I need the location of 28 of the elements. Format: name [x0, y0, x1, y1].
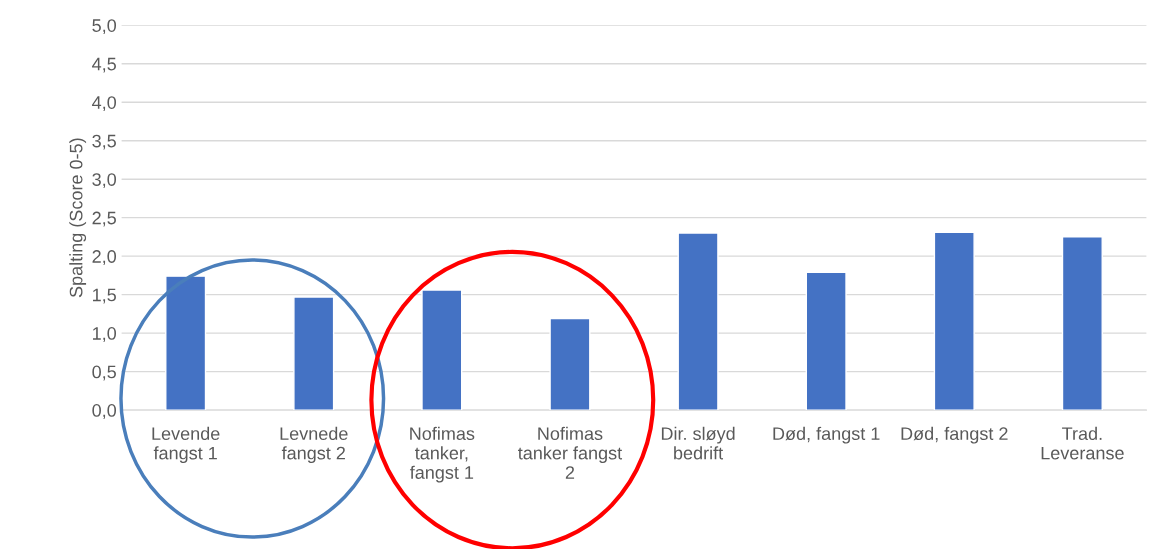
- bar: [293, 296, 335, 411]
- bar: [165, 275, 207, 411]
- y-tick-label: 0,0: [92, 404, 117, 419]
- x-tick-label: Død, fangst 2: [901, 426, 1008, 444]
- x-tick-label: Dir. sløyd bedrift: [661, 426, 735, 460]
- y-tick-label: 4,5: [92, 57, 116, 73]
- x-tick-label: Levnede fangst 2: [280, 426, 348, 464]
- bar: [677, 232, 719, 411]
- x-tick-label: Nofimas tanker fangst 2: [518, 426, 623, 479]
- y-tick-label: 2,0: [92, 250, 117, 266]
- y-tick-label: 1,0: [93, 327, 117, 342]
- x-tick-label: Død, fangst 1: [773, 426, 880, 444]
- y-tick-label: 3,0: [92, 173, 117, 189]
- y-tick-label: 5,0: [92, 19, 117, 35]
- bar: [549, 317, 591, 411]
- bar: [1061, 236, 1103, 411]
- x-tick-label: Trad. Leveranse: [1041, 426, 1124, 460]
- bar: [421, 289, 463, 411]
- y-axis-title: Spalting (Score 0-5): [69, 138, 87, 298]
- y-tick-label: 0,5: [92, 365, 116, 381]
- y-tick-label: 2,5: [92, 211, 116, 227]
- y-tick-label: 4,0: [92, 96, 117, 112]
- x-tick-label: Levende fangst 1: [152, 426, 220, 464]
- y-tick-label: 3,5: [92, 134, 116, 150]
- bar: [933, 231, 975, 411]
- x-tick-label: Nofimas tanker, fangst 1: [409, 426, 475, 483]
- bar: [805, 271, 847, 411]
- y-tick-label: 1,5: [93, 288, 116, 304]
